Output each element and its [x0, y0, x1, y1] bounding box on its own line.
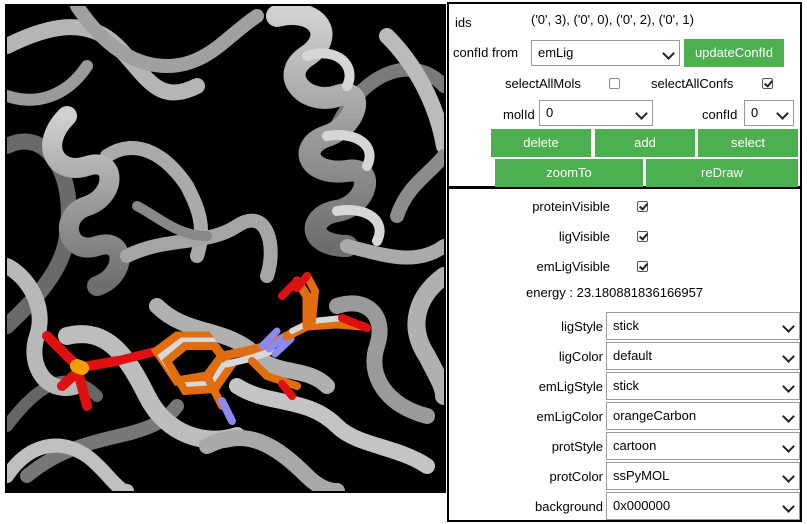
- chevron-down-icon: [635, 107, 648, 120]
- chevron-down-icon: [782, 440, 795, 453]
- style-row-value: stick: [613, 318, 639, 333]
- style-row-select[interactable]: default: [606, 342, 800, 370]
- molid-value: 0: [546, 105, 554, 120]
- style-row-value: 0x000000: [613, 498, 671, 513]
- update-confid-button[interactable]: updateConfId: [684, 39, 784, 67]
- chevron-down-icon: [782, 470, 795, 483]
- zoom-to-button[interactable]: zoomTo: [495, 159, 643, 187]
- select-all-confs-checkbox[interactable]: [762, 78, 773, 89]
- style-row-select[interactable]: 0x000000: [606, 492, 800, 520]
- molid-select[interactable]: 0: [539, 100, 653, 126]
- confid-value: 0: [751, 105, 759, 120]
- molecule-viewer[interactable]: [5, 4, 446, 493]
- redraw-button[interactable]: reDraw: [646, 159, 798, 187]
- style-row-value: ssPyMOL: [613, 468, 670, 483]
- chevron-down-icon: [782, 350, 795, 363]
- style-row-value: stick: [613, 378, 639, 393]
- em-lig-visible-checkbox[interactable]: [637, 261, 648, 272]
- em-lig-visible-label: emLigVisible: [536, 259, 610, 274]
- protein-visible-label: proteinVisible: [532, 199, 610, 214]
- select-button[interactable]: select: [698, 129, 798, 157]
- ligand-sticks: [42, 272, 371, 425]
- style-row-select[interactable]: cartoon: [606, 432, 800, 460]
- chevron-down-icon: [782, 320, 795, 333]
- control-panel: ids ('0', 3), ('0', 0), ('0', 2), ('0', …: [447, 2, 802, 188]
- select-all-mols-label: selectAllMols: [505, 76, 581, 91]
- delete-button[interactable]: delete: [491, 129, 591, 157]
- style-row-label: emLigStyle: [538, 379, 603, 394]
- protein-ribbons: [7, 6, 444, 491]
- style-row-label: ligColor: [558, 349, 603, 364]
- molid-label: molId: [503, 107, 535, 122]
- style-row-value: default: [613, 348, 653, 363]
- style-row-value: orangeCarbon: [613, 408, 697, 423]
- chevron-down-icon: [776, 107, 789, 120]
- chevron-down-icon: [662, 47, 675, 60]
- style-row-label: ligStyle: [561, 319, 603, 334]
- style-panel: proteinVisible ligVisible emLigVisible e…: [447, 187, 802, 522]
- chevron-down-icon: [782, 380, 795, 393]
- energy-text: energy : 23.180881836166957: [526, 285, 704, 300]
- chevron-down-icon: [782, 500, 795, 513]
- lig-visible-label: ligVisible: [558, 229, 610, 244]
- lig-visible-checkbox[interactable]: [637, 231, 648, 242]
- chevron-down-icon: [782, 410, 795, 423]
- style-row-select[interactable]: ssPyMOL: [606, 462, 800, 490]
- add-button[interactable]: add: [595, 129, 695, 157]
- style-row-select[interactable]: stick: [606, 372, 800, 400]
- ids-label: ids: [455, 15, 472, 30]
- style-row-select[interactable]: stick: [606, 312, 800, 340]
- confid-from-select[interactable]: emLig: [531, 40, 680, 66]
- confid-label: confId: [702, 107, 738, 122]
- style-row-label: protStyle: [551, 439, 603, 454]
- select-all-mols-checkbox[interactable]: [609, 78, 620, 89]
- select-all-confs-label: selectAllConfs: [651, 76, 734, 91]
- ids-value: ('0', 3), ('0', 0), ('0', 2), ('0', 1): [531, 12, 694, 27]
- style-row-label: protColor: [549, 469, 603, 484]
- confid-from-value: emLig: [538, 45, 574, 60]
- protein-visible-checkbox[interactable]: [637, 201, 648, 212]
- style-row-label: emLigColor: [536, 409, 603, 424]
- confid-from-label: confId from: [453, 45, 519, 60]
- molecule-render: [7, 6, 444, 491]
- style-row-select[interactable]: orangeCarbon: [606, 402, 800, 430]
- confid-select[interactable]: 0: [744, 100, 794, 126]
- style-row-value: cartoon: [613, 438, 657, 453]
- style-row-label: background: [535, 499, 603, 514]
